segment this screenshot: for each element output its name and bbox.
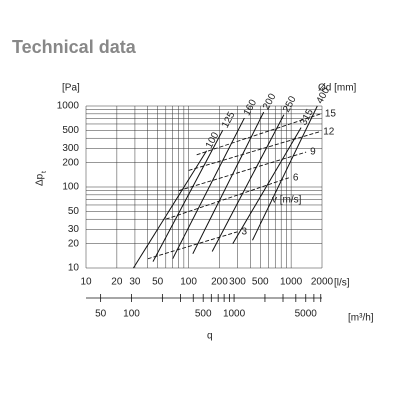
diameter-line [252,105,318,241]
y-tick-label: 500 [62,125,79,136]
legend-label: 160 [242,97,260,117]
legend-label: 125 [220,110,238,130]
velocity-line [178,151,307,192]
y-label-group: Δp t [35,171,48,186]
legend-label: 200 [261,91,279,111]
x-tick-label: 500 [252,277,269,288]
velocity-title: v [m/s] [272,195,302,206]
x-tick-label: 1000 [280,277,303,288]
diameter-line [152,130,224,262]
y-label: Δp [35,173,46,186]
diameter-line [172,117,245,259]
velocity-label: 12 [323,126,335,137]
velocity-label: 3 [241,226,247,237]
chart-title: Technical data [12,37,137,57]
legend-label: 315 [298,107,316,127]
x2-tick-label: 5000 [295,309,318,320]
y-unit: [Pa] [62,83,80,94]
y-tick-label: 100 [62,182,79,193]
x-tick-label: 10 [80,277,92,288]
y-tick-label: 50 [68,206,80,217]
velocity-label: 6 [293,172,299,183]
velocity-line [196,113,322,156]
x2-tick-label: 500 [195,309,212,320]
x-tick-label: 50 [152,277,164,288]
y-tick-label: 200 [62,157,79,168]
x-tick-label: 100 [180,277,197,288]
x-tick-label: 300 [229,277,246,288]
x-tick-label: 2000 [311,277,334,288]
velocity-line [188,131,320,171]
diameter-line [133,150,208,269]
y-tick-label: 20 [68,238,80,249]
velocity-label: 15 [325,108,337,119]
x-label: q [207,331,213,342]
x2-tick-label: 1000 [223,309,246,320]
x2-unit: [m³/h] [348,313,374,324]
y-tick-label: 300 [62,143,79,154]
x-unit: [l/s] [334,278,350,289]
velocity-line [165,177,289,220]
legend-label: 250 [281,94,299,114]
diameter-line [211,114,285,252]
x-tick-label: 20 [111,277,123,288]
legend-label: 100 [204,130,222,150]
x-tick-label: 200 [211,277,228,288]
diameter-line [192,111,265,254]
diameter-line [232,127,302,244]
velocity-line [147,231,238,260]
x2-tick-label: 100 [123,309,140,320]
y-tick-label: 10 [68,263,80,274]
y-tick-label: 30 [68,224,80,235]
series-title: Ød [mm] [318,83,357,94]
y-tick-label: 1000 [57,101,80,112]
x2-tick-label: 50 [95,309,107,320]
x-tick-label: 30 [129,277,141,288]
y-label-sub: t [41,171,48,173]
velocity-label: 9 [310,147,316,158]
